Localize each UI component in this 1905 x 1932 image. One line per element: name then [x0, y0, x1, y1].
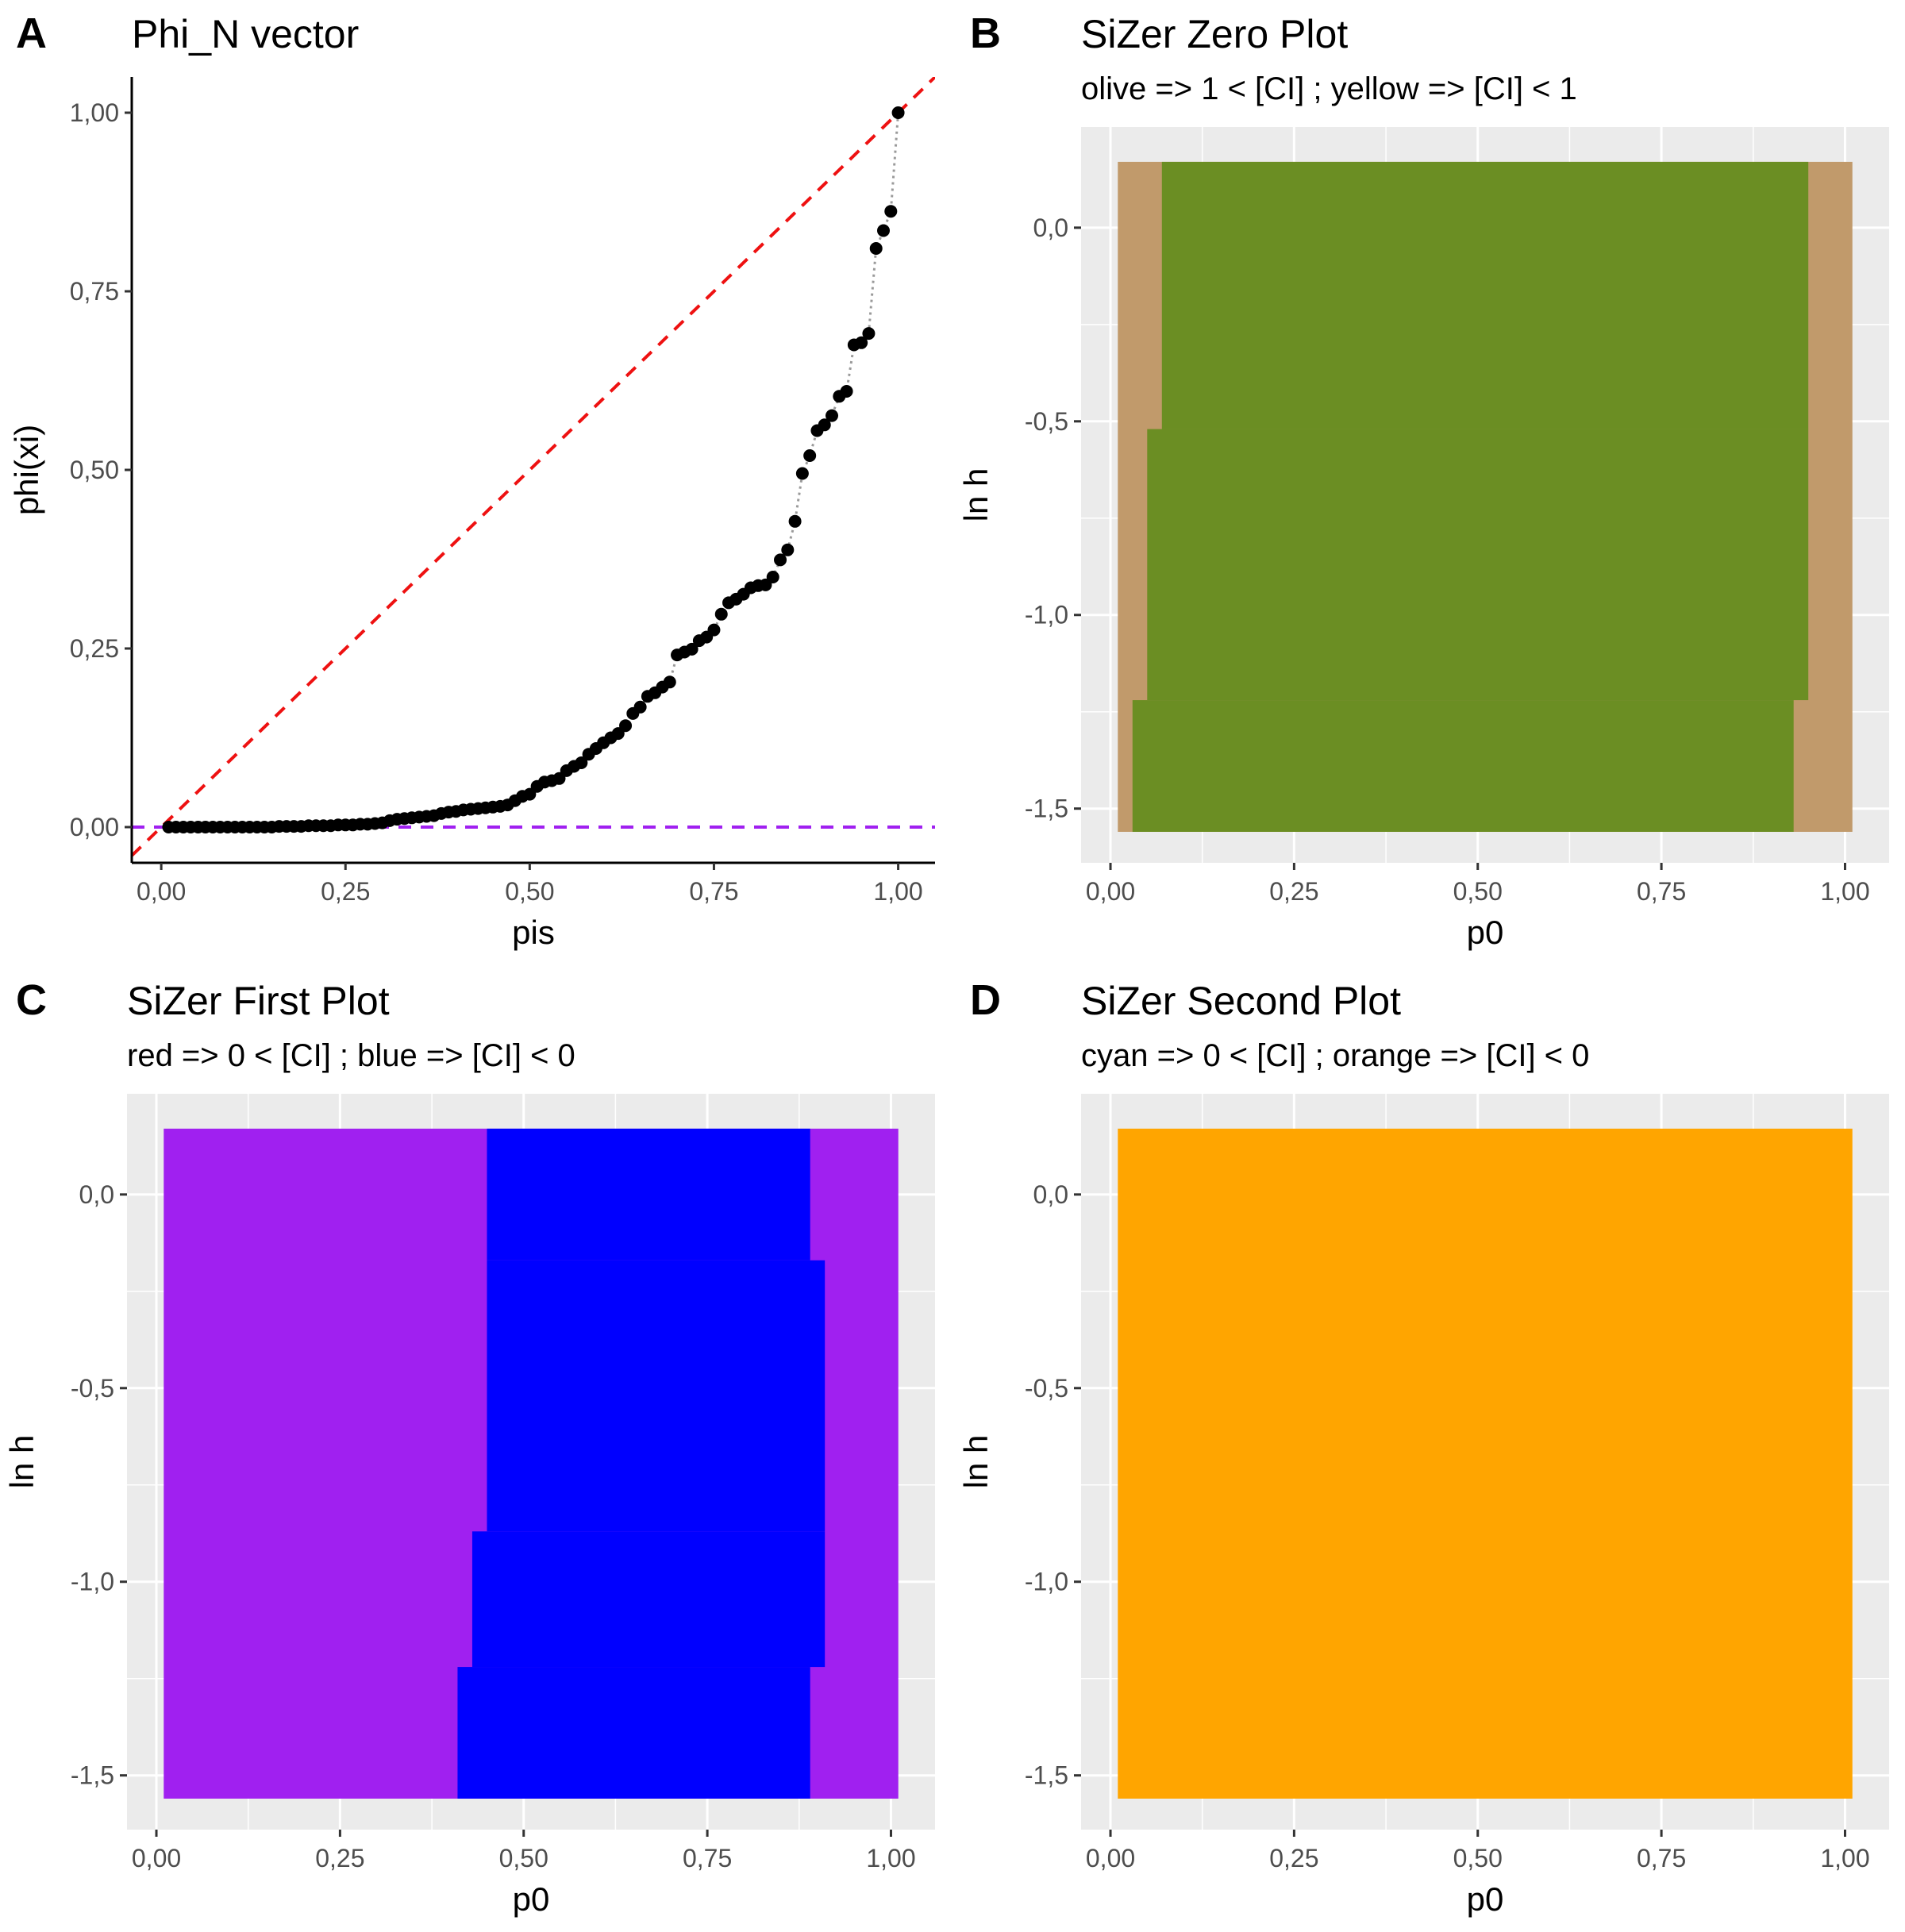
plot-area: [132, 77, 935, 857]
panel-title: SiZer First Plot: [127, 979, 390, 1023]
data-point: [891, 106, 905, 119]
data-point: [803, 449, 817, 462]
x-axis-title: pis: [512, 914, 555, 951]
x-tick-label: 0,25: [1269, 877, 1318, 906]
panel-title: SiZer Second Plot: [1081, 979, 1401, 1023]
x-tick-label: 1,00: [1820, 1844, 1869, 1872]
panel-letter: B: [970, 10, 1001, 57]
data-point: [840, 385, 853, 398]
x-axis-title: p0: [1467, 914, 1504, 951]
data-point: [818, 418, 831, 432]
y-tick-label: 0,50: [70, 456, 119, 484]
heatmap-region: [1161, 161, 1809, 429]
x-tick-label: 0,50: [499, 1844, 548, 1872]
panel-subtitle: cyan => 0 < [CI] ; orange => [CI] < 0: [1081, 1038, 1589, 1073]
data-point: [795, 467, 809, 480]
heatmap-region: [487, 1260, 826, 1532]
data-point: [855, 336, 868, 349]
y-tick-label: -0,5: [1025, 407, 1068, 436]
x-tick-label: 0,00: [137, 877, 186, 906]
data-point: [619, 719, 633, 733]
y-tick-label: 0,0: [1033, 214, 1068, 242]
y-axis-title: ln h: [957, 468, 995, 522]
x-tick-label: 0,75: [683, 1844, 732, 1872]
data-point: [869, 242, 883, 255]
panel-a: A Phi_N vector 0,00 0,25 0,50 0,75 1,00 0,00 0,2…: [8, 10, 935, 951]
y-tick-label: -1,0: [1025, 1568, 1068, 1596]
panel-title: SiZer Zero Plot: [1081, 12, 1348, 56]
panel-title: Phi_N vector: [132, 12, 359, 56]
panel-d: D SiZer Second Plot cyan => 0 < [CI] ; ora…: [957, 976, 1889, 1918]
data-point: [862, 327, 876, 341]
x-tick-label: 0,75: [1637, 1844, 1686, 1872]
y-tick-label: 0,0: [1033, 1180, 1068, 1209]
x-axis-title: p0: [513, 1880, 550, 1918]
heatmap-region: [1147, 429, 1809, 701]
y-tick-label: 0,75: [70, 277, 119, 306]
panel-letter: A: [16, 10, 47, 57]
data-point: [788, 514, 802, 528]
data-point: [766, 571, 779, 583]
data-point: [663, 675, 676, 689]
x-tick-label: 0,00: [1086, 877, 1135, 906]
x-tick-label: 0,00: [132, 1844, 181, 1872]
x-tick-label: 0,25: [315, 1844, 364, 1872]
y-tick-label: 1,00: [70, 98, 119, 127]
x-tick-label: 1,00: [873, 877, 922, 906]
y-tick-label: -1,0: [71, 1568, 114, 1596]
x-axis-title: p0: [1467, 1880, 1504, 1918]
y-axis-title: phi(xi): [8, 425, 45, 515]
y-tick-label: -1,5: [71, 1761, 114, 1790]
data-point: [707, 623, 721, 637]
data-point: [685, 642, 698, 656]
x-tick-label: 0,25: [321, 877, 370, 906]
y-tick-label: -1,5: [1025, 1761, 1068, 1790]
x-tick-label: 0,50: [1453, 1844, 1503, 1872]
heatmap-region: [471, 1531, 826, 1668]
panel-letter: C: [16, 976, 47, 1024]
y-tick-label: -0,5: [1025, 1374, 1068, 1403]
y-axis-title: ln h: [957, 1435, 995, 1489]
x-tick-label: 0,75: [689, 877, 738, 906]
data-point: [714, 607, 728, 621]
data-point: [575, 756, 588, 769]
data-point: [781, 543, 795, 556]
data-point: [774, 553, 787, 567]
panel-subtitle: olive => 1 < [CI] ; yellow => [CI] < 1: [1081, 71, 1577, 106]
identity-line: [132, 77, 935, 857]
x-tick-label: 0,00: [1086, 1844, 1135, 1872]
x-tick-label: 1,00: [866, 1844, 915, 1872]
heatmap-region: [457, 1667, 810, 1799]
y-tick-label: -1,0: [1025, 601, 1068, 629]
heatmap-base: [1118, 1128, 1853, 1799]
data-point: [826, 409, 839, 422]
x-tick-label: 0,50: [1453, 877, 1503, 906]
y-tick-label: 0,00: [70, 813, 119, 841]
data-point: [877, 224, 891, 237]
panel-letter: D: [970, 976, 1001, 1024]
y-tick-label: -0,5: [71, 1374, 114, 1403]
x-tick-label: 0,25: [1269, 1844, 1318, 1872]
data-point: [633, 700, 647, 714]
x-tick-label: 1,00: [1820, 877, 1869, 906]
x-tick-label: 0,75: [1637, 877, 1686, 906]
y-tick-label: -1,5: [1025, 795, 1068, 823]
data-point: [884, 205, 898, 218]
y-tick-label: 0,25: [70, 634, 119, 663]
heatmap-region: [1132, 700, 1794, 832]
y-axis-title: ln h: [3, 1435, 40, 1489]
heatmap-region: [487, 1128, 810, 1260]
panel-subtitle: red => 0 < [CI] ; blue => [CI] < 0: [127, 1038, 575, 1073]
panel-b: B SiZer Zero Plot olive => 1 < [CI] ; yell…: [957, 10, 1889, 951]
panel-c: C SiZer First Plot red => 0 < [CI] ; blue …: [3, 976, 935, 1918]
x-tick-label: 0,50: [505, 877, 554, 906]
y-tick-label: 0,0: [79, 1180, 114, 1209]
